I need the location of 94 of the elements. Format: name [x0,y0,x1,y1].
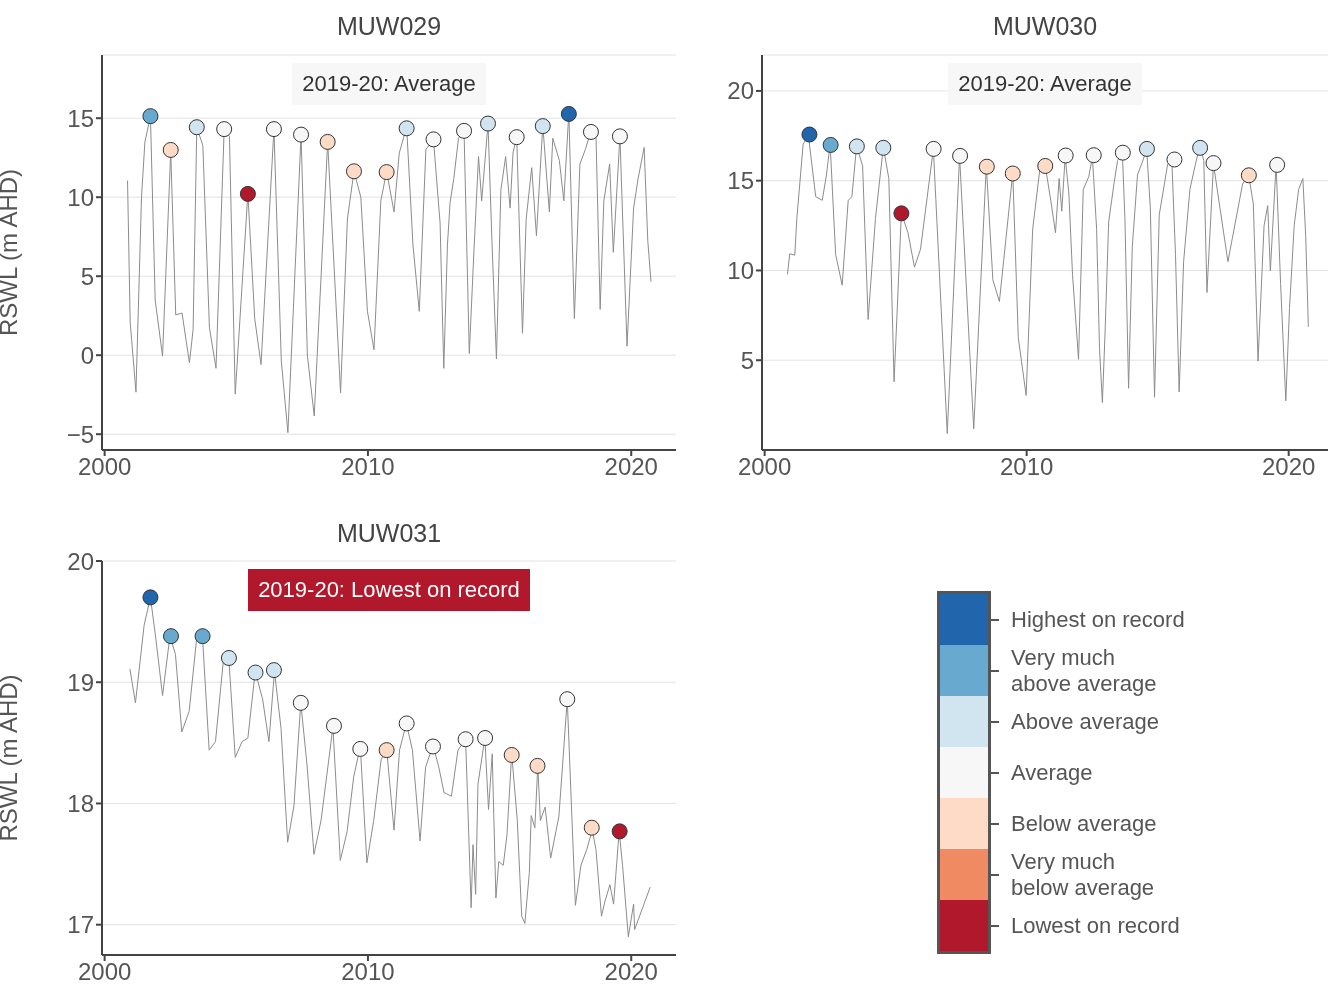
point [1166,151,1183,168]
point [1138,140,1155,157]
point [611,128,628,145]
point [456,122,473,139]
point [216,121,233,138]
point [1240,167,1257,184]
point [1004,165,1021,182]
point [875,139,892,156]
y-tick-label: 20 [727,77,754,105]
point [425,131,442,148]
x-tick-label: 2010 [341,958,395,986]
point [398,120,415,137]
point [293,126,310,143]
point [142,108,159,125]
point [345,163,362,180]
category-label: Lowest on record [1011,912,1180,939]
point [893,205,910,222]
point [477,730,494,746]
point [529,757,546,774]
category-label: Very much below average [1011,848,1155,901]
point [239,185,256,202]
point [560,105,577,122]
point [378,164,395,181]
category-label: Below average [1011,810,1157,837]
point [1037,157,1054,174]
x-tick-label: 2020 [604,453,658,481]
point [559,691,576,708]
point [925,140,942,157]
point [508,129,525,146]
point [292,694,309,711]
point [583,819,600,836]
chart-title: MUW030 [991,12,1099,41]
point [162,141,179,158]
y-tick-label: 15 [67,104,94,132]
chart-title: MUW029 [335,12,443,41]
y-tick-label: 5 [740,346,754,374]
category-label: Average [1011,759,1093,786]
point [848,138,865,155]
point [247,664,264,681]
point [398,715,415,732]
point [188,119,205,136]
point [194,628,211,645]
category-label: Highest on record [1011,606,1185,633]
point [220,649,237,666]
y-tick-label: 18 [67,789,94,817]
point [1269,156,1286,173]
x-tick-label: 2000 [77,453,132,481]
y-tick-label: 0 [80,341,94,369]
point [611,823,628,840]
y-tick-label: 10 [67,183,94,211]
point [822,136,839,153]
y-axis-title: RSWL (m AHD) [0,168,22,337]
point [1085,147,1102,164]
y-tick-label: 5 [80,262,94,290]
point [265,662,282,679]
chart-title: MUW031 [335,519,443,548]
x-tick-label: 2020 [604,958,658,986]
annotation: 2019-20: Lowest on record [248,569,530,611]
point [457,731,474,748]
y-tick-label: 20 [67,547,94,575]
point [378,742,395,759]
point [1114,144,1131,161]
point [162,628,179,645]
point [424,738,441,755]
category-label: Above average [1011,708,1159,735]
y-axis-title: RSWL (m AHD) [0,674,22,842]
y-tick-label: 15 [727,167,754,195]
x-tick-label: 2020 [1262,453,1316,481]
point [265,121,282,138]
point [534,118,551,135]
point [952,147,969,164]
point [1057,147,1074,164]
point [1192,139,1209,156]
x-tick-label: 2000 [77,958,132,986]
annotation: 2019-20: Average [292,63,486,105]
x-tick-label: 2010 [999,453,1054,481]
y-tick-label: 10 [727,256,754,284]
point [503,746,520,763]
point [319,133,336,150]
point [978,158,995,175]
point [480,115,496,132]
point [582,123,599,140]
point [142,589,159,606]
point [325,717,342,734]
y-tick-label: −5 [66,420,94,448]
annotation: 2019-20: Average [948,63,1142,105]
x-tick-label: 2010 [341,453,395,481]
y-tick-label: 17 [67,911,94,939]
point [801,126,818,143]
point [1205,155,1222,172]
category-label: Very much above average [1011,644,1157,697]
y-tick-label: 19 [67,668,94,696]
point [352,740,369,757]
x-tick-label: 2000 [737,453,792,481]
